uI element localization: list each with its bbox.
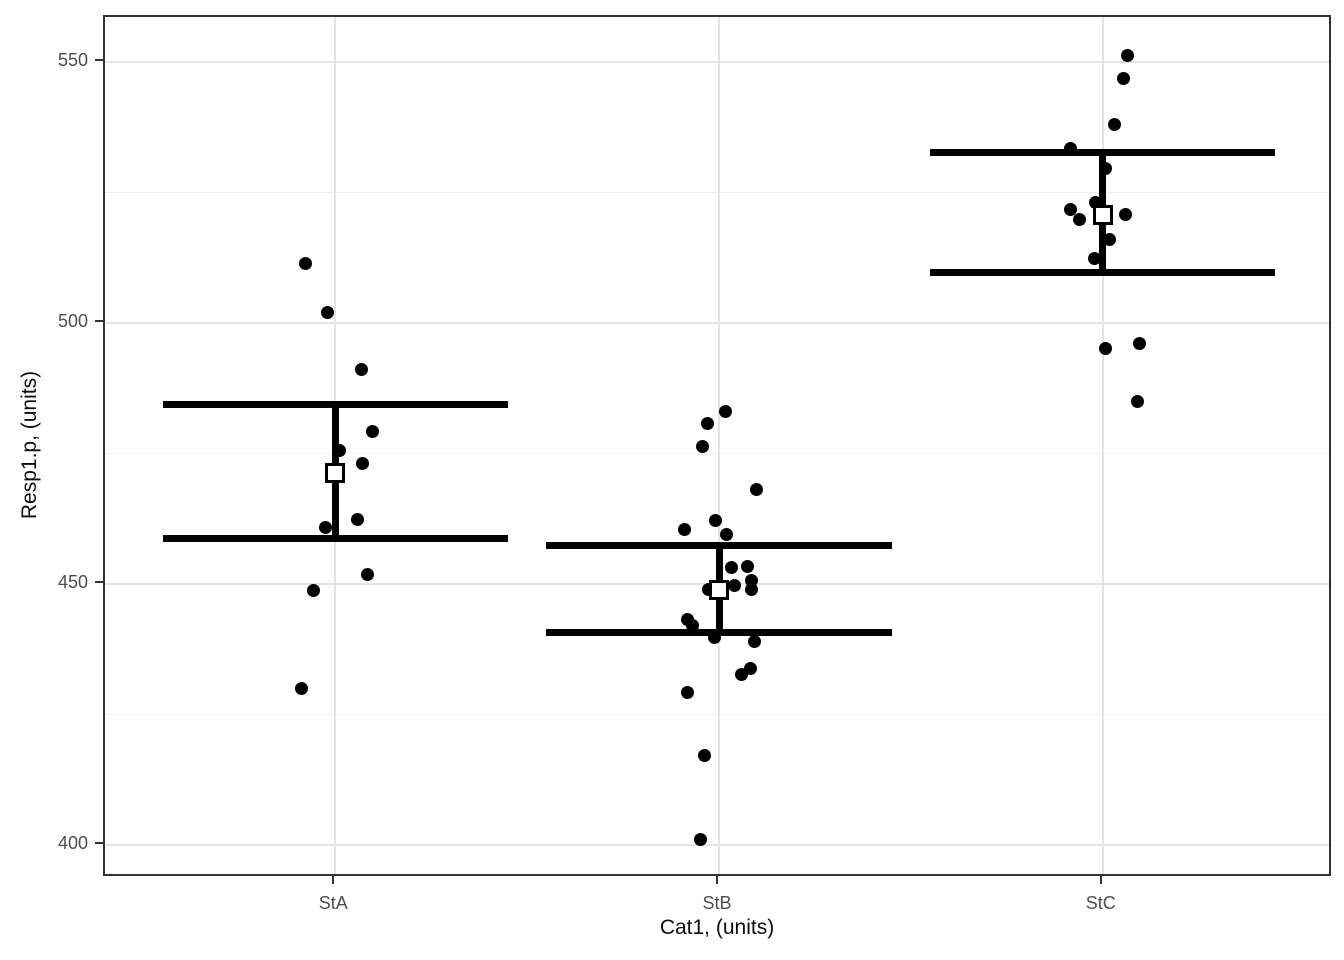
- data-point: [1064, 202, 1078, 216]
- gridline-minor-475: [105, 453, 1329, 454]
- gridline-minor-425: [105, 714, 1329, 716]
- data-point: [727, 579, 741, 593]
- data-point: [677, 522, 691, 536]
- data-point: [1099, 342, 1113, 356]
- data-point: [693, 833, 707, 847]
- x-tick-mark-StC: [1099, 876, 1102, 884]
- data-point: [1073, 212, 1087, 226]
- x-axis-title: Cat1, (units): [659, 916, 775, 939]
- data-point: [749, 482, 763, 496]
- y-tick-label-450: 450: [57, 572, 88, 593]
- data-point: [294, 681, 308, 695]
- x-tick-label-StA: StA: [318, 893, 348, 913]
- crossbar-upper-StC: [930, 149, 1276, 157]
- x-tick-label-StC: StC: [1085, 893, 1116, 913]
- data-point: [747, 634, 761, 648]
- data-point: [707, 630, 721, 644]
- data-point: [332, 443, 346, 457]
- data-point: [355, 457, 369, 471]
- data-point: [1103, 233, 1117, 247]
- data-point: [365, 424, 379, 438]
- crossbar-lower-StC: [930, 269, 1276, 277]
- gridline-major-500: [105, 321, 1329, 324]
- data-point: [697, 749, 711, 763]
- x-tick-mark-StB: [716, 876, 718, 884]
- gridline-vertical-StB: [718, 17, 720, 874]
- y-tick-mark-500: [95, 319, 103, 322]
- data-point: [1119, 208, 1133, 222]
- data-point: [1108, 117, 1122, 131]
- y-tick-mark-450: [95, 581, 103, 584]
- x-tick-mark-StA: [332, 876, 335, 884]
- y-tick-mark-400: [95, 842, 103, 845]
- mean-marker-StA: [325, 462, 346, 483]
- crossbar-lower-StA: [162, 535, 508, 543]
- data-point: [360, 568, 374, 582]
- data-point: [680, 686, 694, 700]
- data-point: [719, 528, 733, 542]
- data-point: [350, 513, 364, 527]
- crossbar-upper-StB: [546, 541, 892, 549]
- y-tick-label-550: 550: [57, 49, 88, 70]
- crossbar-upper-StA: [162, 401, 508, 409]
- data-point: [724, 560, 738, 574]
- gridline-major-550: [105, 60, 1329, 63]
- data-point: [740, 559, 754, 573]
- data-point: [320, 306, 334, 320]
- data-point: [708, 513, 722, 527]
- data-point: [1131, 394, 1145, 408]
- y-tick-mark-550: [95, 58, 103, 61]
- mean-marker-StC: [1092, 204, 1113, 225]
- data-point: [685, 618, 699, 632]
- y-tick-label-500: 500: [57, 310, 88, 331]
- gridline-minor-525: [105, 191, 1329, 193]
- gridline-major-400: [105, 844, 1329, 847]
- data-point: [1133, 336, 1147, 350]
- y-tick-label-400: 400: [57, 833, 88, 854]
- data-point: [1121, 48, 1135, 62]
- data-point: [1064, 142, 1078, 156]
- data-point: [1088, 252, 1102, 266]
- gridline-vertical-StC: [1101, 17, 1104, 874]
- data-point: [695, 439, 709, 453]
- data-point: [718, 405, 732, 419]
- data-point: [306, 584, 320, 598]
- data-point: [354, 363, 368, 377]
- data-point: [318, 521, 332, 535]
- data-point: [298, 257, 312, 271]
- y-axis-title: Resp1.p, (units): [18, 370, 41, 520]
- data-point: [1099, 162, 1113, 176]
- data-point: [700, 416, 714, 430]
- data-point: [1117, 72, 1131, 86]
- x-tick-label-StB: StB: [702, 893, 732, 913]
- plot-panel: [103, 15, 1331, 876]
- data-point: [744, 583, 758, 597]
- mean-marker-StB: [709, 580, 729, 601]
- data-point: [734, 668, 748, 682]
